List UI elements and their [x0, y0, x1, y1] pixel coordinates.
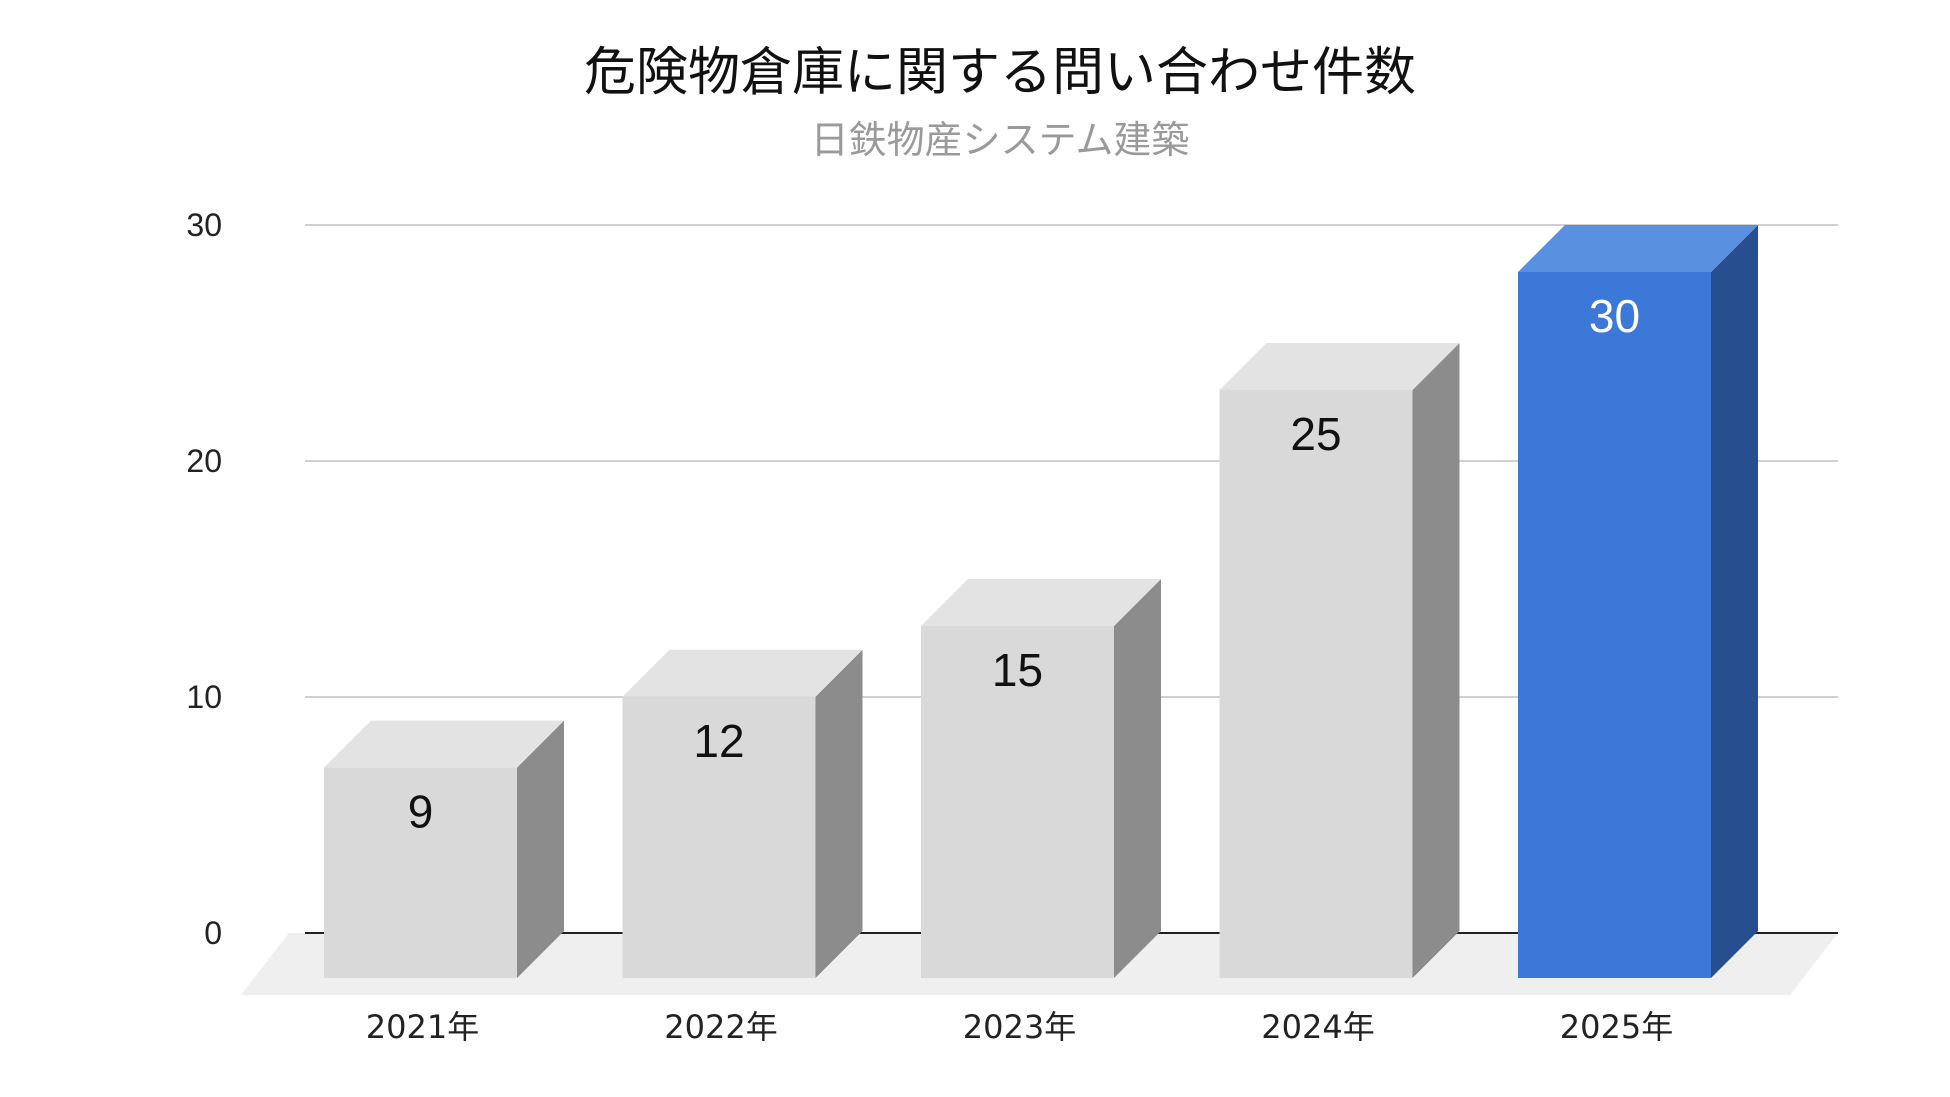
y-tick-label: 30: [186, 207, 222, 243]
bar: [324, 767, 517, 978]
x-tick-label: 2022年: [664, 1008, 777, 1046]
data-label: 15: [992, 644, 1043, 696]
y-tick-label: 10: [186, 679, 222, 715]
x-tick-label: 2025年: [1560, 1008, 1673, 1046]
x-tick-label: 2024年: [1261, 1008, 1374, 1046]
bar: [1219, 390, 1413, 978]
data-label: 25: [1290, 408, 1341, 460]
y-tick-label: 20: [186, 443, 222, 479]
bar-top: [1219, 343, 1460, 390]
chart-title: 危険物倉庫に関する問い合わせ件数: [583, 43, 1416, 103]
bar: [622, 696, 816, 978]
data-label: 30: [1589, 290, 1640, 342]
data-label: 9: [408, 786, 434, 838]
bar-top: [1518, 225, 1758, 272]
data-label: 12: [693, 715, 744, 767]
bar: [921, 626, 1114, 978]
bar-side: [1114, 579, 1161, 978]
bar-side: [815, 649, 863, 978]
bar-side: [517, 720, 564, 978]
bar-side: [1412, 343, 1460, 978]
bar-top: [921, 579, 1161, 626]
bar: [1518, 272, 1711, 978]
x-tick-label: 2021年: [366, 1008, 479, 1046]
bar-top: [622, 649, 863, 697]
chart-subtitle: 日鉄物産システム建築: [810, 118, 1190, 162]
y-tick-label: 0: [204, 915, 222, 951]
bar-side: [1711, 225, 1758, 978]
x-tick-label: 2023年: [963, 1008, 1076, 1046]
bar-top: [324, 720, 564, 768]
